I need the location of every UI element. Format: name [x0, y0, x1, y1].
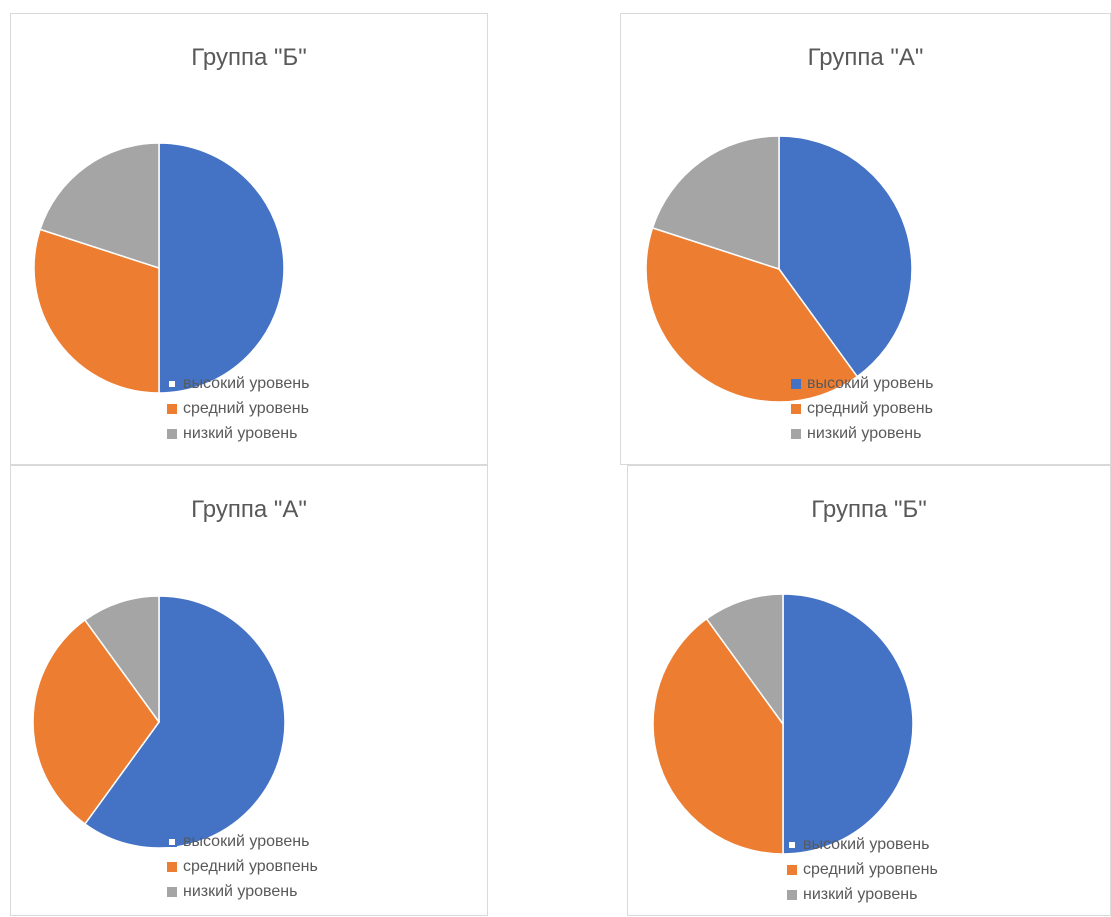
legend-swatch [167, 428, 177, 439]
legend-item-low[interactable]: низкий уровень [167, 421, 309, 446]
legend-label: низкий уровень [183, 882, 298, 900]
pie-chart [652, 593, 914, 855]
legend-item-low[interactable]: низкий уровень [787, 882, 938, 907]
chart-title: Группа "А" [807, 44, 924, 71]
legend-label: высокий уровень [183, 374, 310, 392]
legend: высокий уровень средний уровень низкий у… [791, 371, 933, 446]
legend-item-high[interactable]: высокий уровень [167, 829, 318, 854]
legend-swatch [167, 378, 177, 389]
pie-slice-high[interactable] [782, 593, 914, 855]
legend: высокий уровень средний уровень низкий у… [167, 371, 309, 446]
legend-item-high[interactable]: высокий уровень [787, 832, 938, 857]
legend-item-medium[interactable]: средний уровпень [787, 857, 938, 882]
chart-title: Группа "А" [191, 496, 307, 523]
legend-label: средний уровпень [803, 860, 938, 878]
pie-slice-high[interactable] [158, 142, 285, 394]
legend-label: высокий уровень [807, 374, 934, 392]
legend-swatch [791, 403, 801, 414]
legend-swatch [787, 839, 797, 850]
legend-label: низкий уровень [803, 885, 918, 903]
chart-panel-3: Группа "А" высокий уровень средний уровп… [10, 465, 488, 916]
legend-swatch [787, 864, 797, 875]
legend-label: высокий уровень [803, 835, 930, 853]
legend-label: средний уровпень [183, 857, 318, 875]
legend-item-low[interactable]: низкий уровень [791, 421, 933, 446]
chart-panel-1: Группа "Б" высокий уровень средний урове… [10, 13, 488, 465]
pie-slice-medium[interactable] [33, 228, 160, 394]
legend-label: низкий уровень [183, 424, 298, 442]
legend-item-low[interactable]: низкий уровень [167, 879, 318, 904]
legend: высокий уровень средний уровпень низкий … [167, 829, 318, 904]
pie-slice-high[interactable] [84, 595, 286, 849]
pie-slice-low[interactable] [705, 593, 784, 725]
legend-swatch [791, 378, 801, 389]
legend-item-medium[interactable]: средний уровпень [167, 854, 318, 879]
legend-swatch [167, 861, 177, 872]
legend-label: средний уровень [807, 399, 933, 417]
pie-slice-low[interactable] [39, 142, 160, 269]
legend-label: средний уровень [183, 399, 309, 417]
legend-swatch [167, 886, 177, 897]
chart-title: Группа "Б" [811, 496, 927, 523]
legend-swatch [167, 836, 177, 847]
legend-swatch [791, 428, 801, 439]
pie-chart [33, 142, 285, 394]
chart-panel-4: Группа "Б" высокий уровень средний уровп… [627, 465, 1111, 916]
pie-slice-medium[interactable] [32, 619, 160, 825]
legend-swatch [787, 889, 797, 900]
pie-chart [645, 135, 913, 403]
pie-slice-medium[interactable] [645, 227, 858, 403]
legend-item-medium[interactable]: средний уровень [167, 396, 309, 421]
pie-chart [32, 595, 286, 849]
legend-swatch [167, 403, 177, 414]
pie-slice-low[interactable] [84, 595, 160, 723]
pie-slice-low[interactable] [651, 135, 780, 270]
legend-item-high[interactable]: высокий уровень [791, 371, 933, 396]
legend-label: высокий уровень [183, 832, 310, 850]
legend-label: низкий уровень [807, 424, 922, 442]
pie-slice-high[interactable] [778, 135, 913, 378]
legend-item-medium[interactable]: средний уровень [791, 396, 933, 421]
chart-panel-2: Группа "А" высокий уровень средний урове… [620, 13, 1111, 465]
pie-slice-medium[interactable] [652, 618, 784, 855]
legend-item-high[interactable]: высокий уровень [167, 371, 309, 396]
chart-title: Группа "Б" [191, 44, 307, 71]
legend: высокий уровень средний уровпень низкий … [787, 832, 938, 907]
